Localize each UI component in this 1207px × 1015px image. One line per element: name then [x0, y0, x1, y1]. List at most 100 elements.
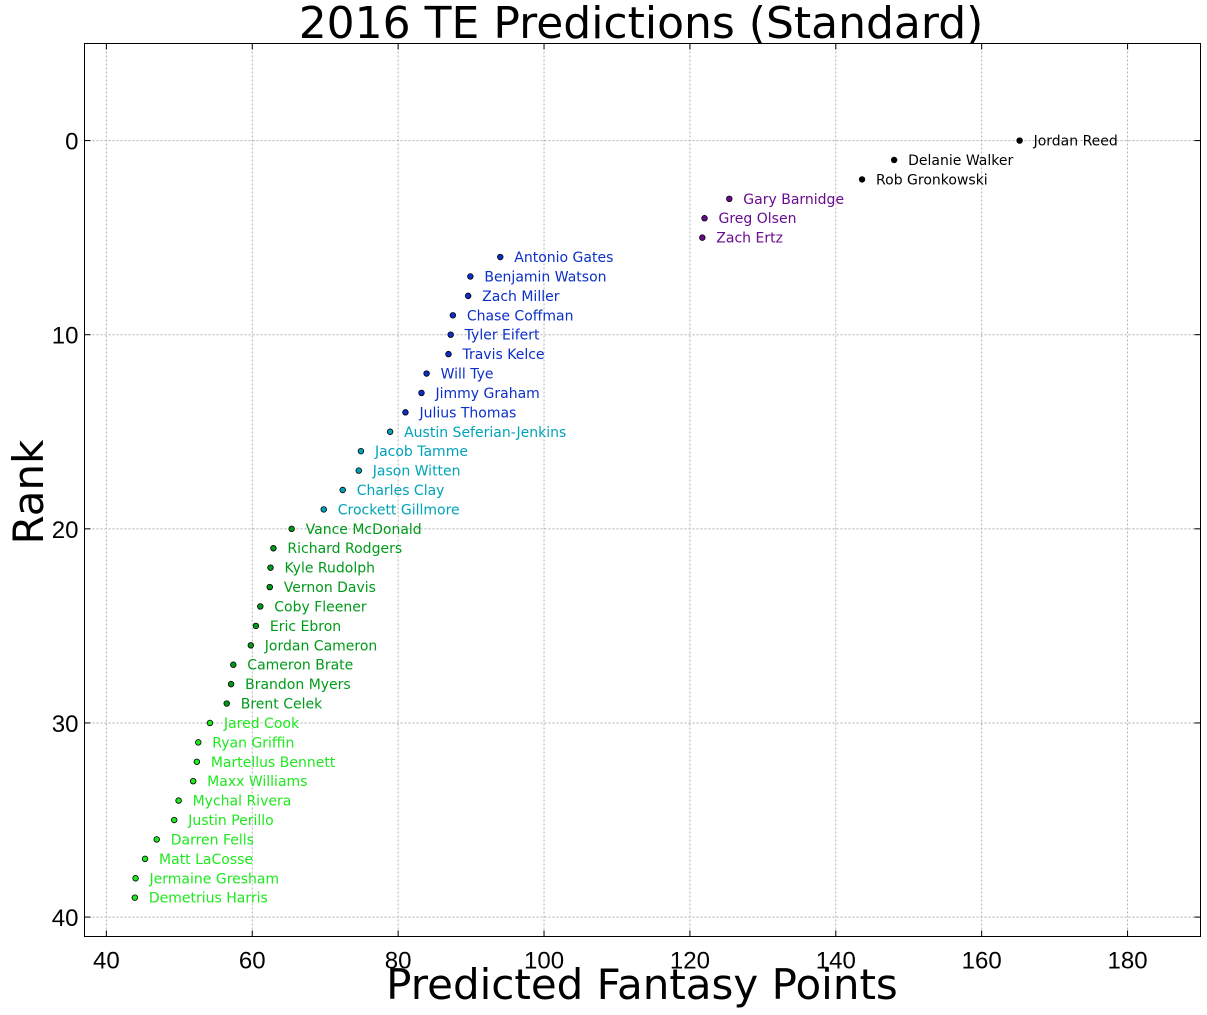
data-point	[339, 486, 346, 494]
data-point	[402, 409, 409, 416]
point-label: Will Tye	[441, 367, 494, 383]
point-label: Demetrius Harris	[149, 891, 268, 907]
point-label: Martellus Bennett	[211, 755, 336, 771]
data-point	[252, 622, 260, 630]
data-point	[141, 855, 149, 863]
data-point	[206, 719, 214, 727]
point-label: Greg Olsen	[719, 211, 797, 227]
point-label: Crockett Gillmore	[338, 502, 460, 518]
data-point	[447, 331, 454, 338]
data-point	[701, 215, 708, 222]
data-point	[270, 545, 277, 552]
plot-frame	[84, 43, 1201, 937]
point-label: Jermaine Gresham	[149, 871, 280, 887]
chart-title: 2016 TE Predictions (Standard)	[299, 0, 984, 49]
y-tick-label: 10	[52, 323, 79, 350]
data-point	[423, 370, 430, 377]
point-label: Gary Barnidge	[743, 192, 844, 208]
data-point	[445, 350, 452, 358]
data-point	[418, 389, 425, 397]
data-point	[699, 234, 706, 241]
point-label: Vernon Davis	[284, 580, 376, 596]
data-point	[858, 176, 866, 183]
data-point	[195, 739, 202, 746]
data-point	[153, 836, 160, 843]
data-point	[132, 875, 139, 882]
data-point	[193, 758, 201, 765]
data-point	[266, 583, 273, 591]
x-tick-label: 60	[239, 948, 266, 975]
x-tick-label: 120	[670, 948, 710, 975]
point-label: Charles Clay	[357, 483, 445, 499]
point-label: Chase Coffman	[467, 308, 574, 324]
x-tick-label: 180	[1108, 948, 1148, 975]
data-point	[175, 797, 182, 804]
point-label: Eric Ebron	[270, 619, 341, 635]
point-label: Benjamin Watson	[484, 269, 606, 285]
axis-ticks: 40 60 80 100 120 140 160 180 0 10 20 30 40	[52, 43, 1201, 975]
x-tick-label: 160	[962, 948, 1002, 975]
point-label: Mychal Rivera	[193, 794, 292, 810]
data-point	[726, 195, 733, 203]
data-point	[288, 525, 295, 533]
point-label: Kyle Rudolph	[285, 561, 375, 577]
data-point	[449, 312, 457, 319]
point-label: Julius Thomas	[418, 405, 516, 421]
point-label: Vance McDonald	[306, 522, 422, 538]
data-point	[247, 642, 255, 649]
data-point	[227, 680, 235, 688]
data-point	[189, 777, 197, 785]
point-label: Zach Ertz	[716, 231, 783, 247]
data-point	[257, 603, 264, 610]
data-point	[320, 506, 327, 513]
data-point	[355, 467, 362, 474]
data-point	[1016, 137, 1023, 144]
data-point	[171, 816, 178, 824]
data-point	[267, 564, 274, 571]
x-tick-label: 80	[385, 948, 412, 975]
data-point	[223, 700, 230, 707]
data-point	[357, 447, 365, 455]
y-tick-label: 20	[52, 517, 79, 544]
grid-lines	[84, 43, 1201, 937]
point-label: Jordan Reed	[1033, 134, 1118, 150]
y-tick-label: 30	[52, 711, 79, 738]
point-label: Antonio Gates	[514, 250, 613, 266]
y-tick-label: 0	[65, 129, 78, 156]
point-label: Austin Seferian-Jenkins	[404, 425, 566, 441]
point-label: Justin Perillo	[187, 813, 274, 829]
data-point	[467, 273, 474, 280]
x-tick-label: 40	[93, 948, 120, 975]
point-label: Delanie Walker	[908, 153, 1013, 169]
data-point	[386, 428, 394, 435]
x-tick-label: 100	[524, 948, 564, 975]
data-point	[464, 292, 472, 300]
point-label: Coby Fleener	[274, 599, 367, 615]
x-axis-label: Predicted Fantasy Points	[386, 960, 898, 1009]
point-label: Ryan Griffin	[212, 735, 294, 751]
x-tick-label: 140	[816, 948, 856, 975]
data-point	[230, 661, 237, 668]
y-axis-label: Rank	[4, 439, 53, 545]
data-points: Jordan Reed Delanie Walker Rob Gronkowski G…	[131, 134, 1118, 907]
data-point	[131, 894, 139, 901]
point-label: Jimmy Graham	[434, 386, 539, 402]
y-tick-label: 40	[52, 905, 79, 932]
point-label: Brent Celek	[241, 697, 323, 713]
point-label: Cameron Brate	[247, 658, 353, 674]
point-label: Jordan Cameron	[264, 638, 378, 654]
point-label: Jared Cook	[223, 716, 300, 732]
point-label: Jason Witten	[372, 464, 461, 480]
point-label: Brandon Myers	[245, 677, 351, 693]
point-label: Tyler Eifert	[464, 328, 540, 344]
point-label: Zach Miller	[482, 289, 560, 305]
point-label: Richard Rodgers	[287, 541, 402, 557]
point-label: Darren Fells	[171, 832, 254, 848]
point-label: Travis Kelce	[461, 347, 544, 363]
point-label: Maxx Williams	[207, 774, 307, 790]
point-label: Jacob Tamme	[374, 444, 468, 460]
point-label: Matt LaCosse	[159, 852, 253, 868]
data-point	[890, 156, 898, 164]
point-label: Rob Gronkowski	[876, 172, 988, 188]
